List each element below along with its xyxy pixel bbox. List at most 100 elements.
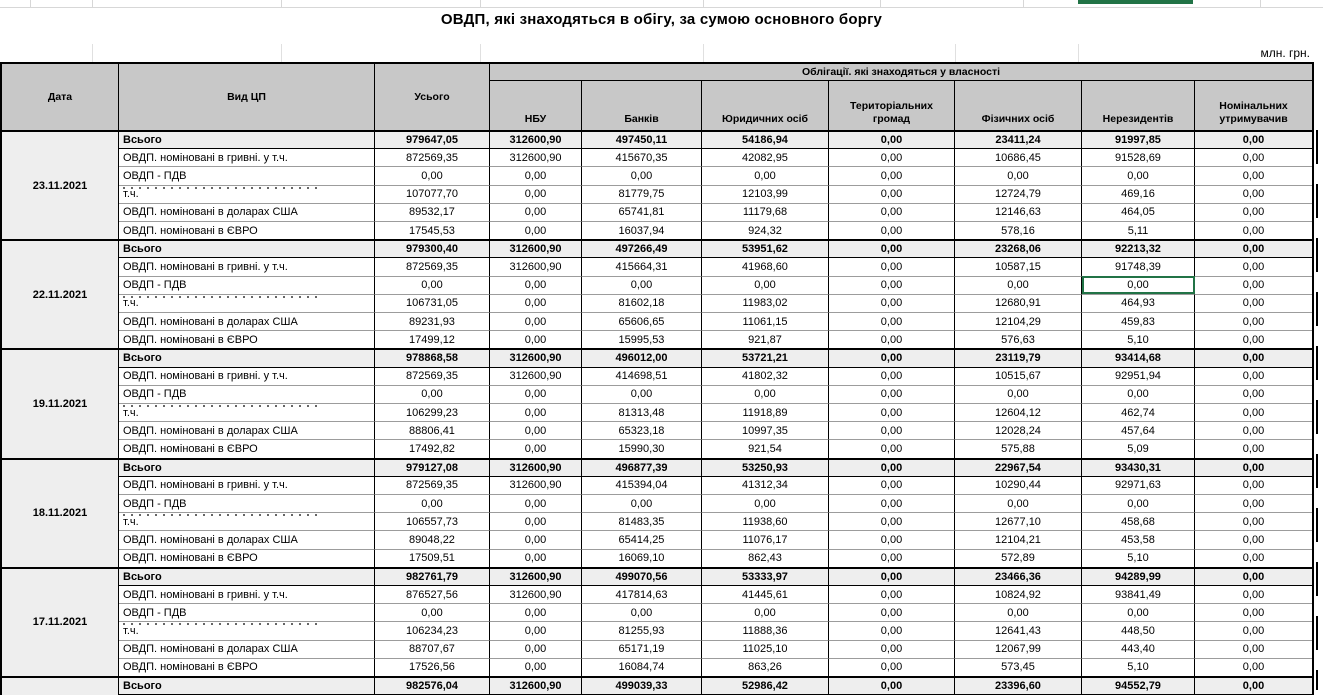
value-cell[interactable]: 0,00	[1195, 220, 1312, 240]
value-cell[interactable]: 0,00	[490, 220, 582, 240]
value-cell[interactable]: 312600,90	[490, 348, 582, 367]
value-cell[interactable]: 414698,51	[582, 366, 702, 385]
value-cell[interactable]: 0,00	[490, 293, 582, 312]
value-cell[interactable]: 0,00	[702, 275, 829, 294]
value-cell[interactable]: 0,00	[1195, 457, 1312, 476]
value-cell[interactable]: 23411,24	[955, 130, 1082, 149]
value-cell[interactable]: 0,00	[1195, 348, 1312, 367]
value-cell[interactable]: 0,00	[1195, 439, 1312, 458]
value-cell[interactable]: 11076,17	[702, 530, 829, 549]
value-cell[interactable]: 81779,75	[582, 184, 702, 203]
value-cell[interactable]: 106731,05	[375, 293, 490, 312]
row-label-cell[interactable]: т.ч.	[119, 184, 375, 203]
row-label-cell[interactable]: Всього	[119, 457, 375, 476]
value-cell[interactable]: 41312,34	[702, 475, 829, 494]
value-cell[interactable]: 978868,58	[375, 348, 490, 367]
date-cell[interactable]: 23.11.2021	[2, 130, 119, 240]
row-label-cell[interactable]: ОВДП - ПДВ	[119, 166, 375, 185]
value-cell[interactable]: 0,00	[1195, 275, 1312, 294]
value-cell[interactable]: 872569,35	[375, 148, 490, 167]
value-cell[interactable]: 312600,90	[490, 566, 582, 585]
value-cell[interactable]: 92213,32	[1082, 239, 1195, 258]
value-cell[interactable]: 23466,36	[955, 566, 1082, 585]
row-label-cell[interactable]: ОВДП - ПДВ	[119, 384, 375, 403]
value-cell[interactable]: 65323,18	[582, 421, 702, 440]
value-cell[interactable]: 0,00	[490, 493, 582, 513]
value-cell[interactable]: 16037,94	[582, 220, 702, 240]
value-cell[interactable]: 0,00	[829, 584, 955, 604]
value-cell[interactable]: 979647,05	[375, 130, 490, 149]
value-cell[interactable]: 573,45	[955, 657, 1082, 676]
value-cell[interactable]: 0,00	[490, 512, 582, 531]
value-cell[interactable]: 12724,79	[955, 184, 1082, 203]
value-cell[interactable]: 93841,49	[1082, 584, 1195, 604]
value-cell[interactable]: 0,00	[829, 566, 955, 585]
row-label-cell[interactable]: Всього	[119, 239, 375, 258]
value-cell[interactable]: 924,32	[702, 220, 829, 240]
value-cell[interactable]: 0,00	[375, 384, 490, 403]
value-cell[interactable]: 106234,23	[375, 621, 490, 640]
value-cell[interactable]: 0,00	[1195, 257, 1312, 276]
value-cell[interactable]: 88707,67	[375, 639, 490, 658]
value-cell[interactable]: 0,00	[375, 603, 490, 622]
column-header-nominal-holders[interactable]: Номінальних утримувачив	[1219, 100, 1288, 125]
value-cell[interactable]: 41802,32	[702, 366, 829, 385]
value-cell[interactable]: 0,00	[829, 475, 955, 494]
row-label-cell[interactable]: ОВДП. номіновані в ЄВРО	[119, 439, 375, 458]
column-header-nonresidents[interactable]: Нерезидентів	[1082, 81, 1195, 130]
value-cell[interactable]: 53333,97	[702, 566, 829, 585]
date-cell[interactable]: 18.11.2021	[2, 457, 119, 567]
value-cell[interactable]: 0,00	[582, 166, 702, 185]
row-label-cell[interactable]: ОВДП - ПДВ	[119, 603, 375, 622]
row-label-cell[interactable]: ОВДП. номіновані в ЄВРО	[119, 330, 375, 349]
value-cell[interactable]: 312600,90	[490, 457, 582, 476]
value-cell[interactable]: 0,00	[490, 275, 582, 294]
value-cell[interactable]: 0,00	[1195, 493, 1312, 513]
value-cell[interactable]: 91748,39	[1082, 257, 1195, 276]
value-cell[interactable]: 575,88	[955, 439, 1082, 458]
column-header-individuals[interactable]: Фізичних осіб	[955, 81, 1082, 130]
value-cell[interactable]: 15990,30	[582, 439, 702, 458]
value-cell[interactable]: 16084,74	[582, 657, 702, 676]
value-cell[interactable]: 0,00	[1195, 475, 1312, 494]
value-cell[interactable]: 497266,49	[582, 239, 702, 258]
value-cell[interactable]: 876527,56	[375, 584, 490, 604]
value-cell[interactable]: 496877,39	[582, 457, 702, 476]
value-cell[interactable]: 0,00	[1082, 603, 1195, 622]
value-cell[interactable]: 415394,04	[582, 475, 702, 494]
value-cell[interactable]: 0,00	[490, 439, 582, 458]
value-cell[interactable]: 0,00	[829, 275, 955, 294]
date-cell[interactable]: 17.11.2021	[2, 566, 119, 676]
value-cell[interactable]: 11888,36	[702, 621, 829, 640]
value-cell[interactable]: 5,10	[1082, 548, 1195, 567]
value-cell[interactable]: 982761,79	[375, 566, 490, 585]
value-cell[interactable]: 0,00	[1195, 584, 1312, 604]
value-cell[interactable]: 0,00	[490, 548, 582, 567]
value-cell[interactable]: 92951,94	[1082, 366, 1195, 385]
value-cell[interactable]: 312600,90	[490, 675, 582, 695]
value-cell[interactable]: 23268,06	[955, 239, 1082, 258]
value-cell[interactable]: 312600,90	[490, 148, 582, 167]
value-cell[interactable]: 5,10	[1082, 330, 1195, 349]
value-cell[interactable]: 0,00	[1195, 311, 1312, 331]
value-cell[interactable]: 457,64	[1082, 421, 1195, 440]
value-cell[interactable]: 0,00	[829, 457, 955, 476]
value-cell[interactable]: 10515,67	[955, 366, 1082, 385]
value-cell[interactable]: 0,00	[1195, 639, 1312, 658]
value-cell[interactable]: 0,00	[829, 439, 955, 458]
value-cell[interactable]: 12103,99	[702, 184, 829, 203]
row-label-cell[interactable]: ОВДП - ПДВ	[119, 275, 375, 294]
row-label-cell[interactable]: ОВДП. номіновані в гривні. у т.ч.	[119, 584, 375, 604]
column-header-legal-entities[interactable]: Юридичних осіб	[702, 81, 829, 130]
row-label-cell[interactable]: ОВДП. номіновані в гривні. у т.ч.	[119, 148, 375, 167]
value-cell[interactable]: 0,00	[1195, 657, 1312, 676]
row-label-cell[interactable]: Всього	[119, 130, 375, 149]
value-cell[interactable]: 0,00	[1195, 421, 1312, 440]
value-cell[interactable]: 0,00	[829, 530, 955, 549]
value-cell[interactable]: 0,00	[829, 239, 955, 258]
value-cell[interactable]: 106299,23	[375, 402, 490, 422]
value-cell[interactable]: 415670,35	[582, 148, 702, 167]
value-cell[interactable]: 921,87	[702, 330, 829, 349]
value-cell[interactable]: 91997,85	[1082, 130, 1195, 149]
value-cell[interactable]: 0,00	[1195, 530, 1312, 549]
